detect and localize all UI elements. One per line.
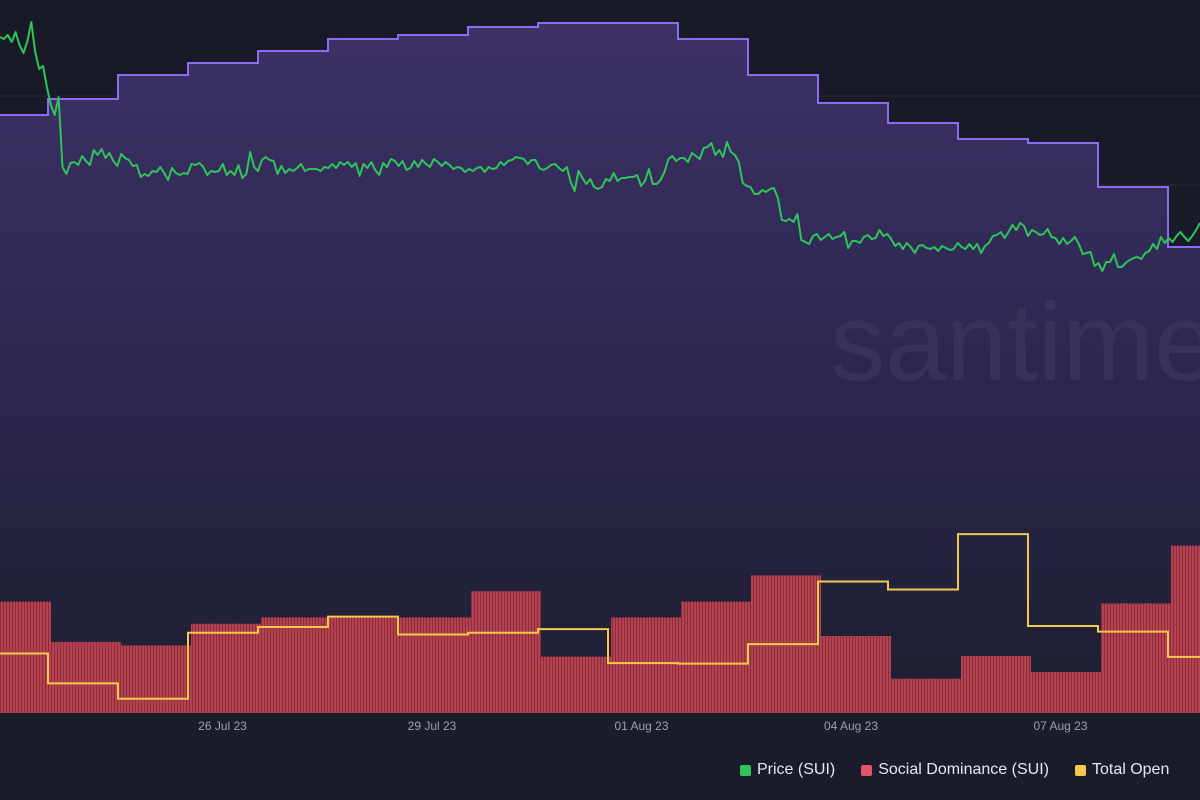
- legend-item-social-dominance[interactable]: Social Dominance (SUI): [861, 761, 1049, 779]
- legend-label-open-interest: Total Open: [1091, 761, 1170, 778]
- social-dominance-bar: [1031, 672, 1101, 713]
- legend-swatch-social-dominance: [861, 764, 873, 776]
- price-line: [0, 21, 1200, 272]
- social-dominance-bar: [961, 655, 1031, 713]
- social-dominance-bars: [0, 545, 1200, 713]
- social-dominance-bar: [1101, 603, 1171, 713]
- x-axis-ticks: 26 Jul 23 29 Jul 23 01 Aug 23 04 Aug 23 07 A…: [198, 719, 1088, 733]
- x-tick-label: 01 Aug 23: [614, 719, 668, 733]
- chart-area: santiment 26 Jul 23 29 Jul 23 01 Aug 23 04 …: [0, 0, 1200, 760]
- social-dominance-bar: [611, 617, 681, 713]
- legend-swatch-open-interest: [1074, 764, 1086, 776]
- social-dominance-bar: [541, 656, 611, 713]
- legend-label-price: Price (SUI): [757, 761, 836, 778]
- x-tick-label: 26 Jul 23: [198, 719, 247, 733]
- social-dominance-bar: [51, 641, 121, 713]
- santiment-watermark: santiment: [830, 281, 1200, 404]
- legend-swatch-price: [740, 764, 751, 776]
- open-interest-area-line: [0, 22, 1200, 248]
- open-interest-area: [0, 23, 1200, 713]
- social-dominance-bar: [821, 636, 891, 713]
- social-dominance-bar: [1171, 545, 1200, 713]
- social-dominance-bar: [331, 617, 401, 713]
- x-tick-label: 04 Aug 23: [824, 719, 878, 733]
- social-dominance-bar: [471, 591, 541, 713]
- social-dominance-bar: [681, 601, 751, 713]
- social-dominance-bar: [0, 601, 51, 713]
- x-tick-label: 07 Aug 23: [1033, 719, 1087, 733]
- legend: Price (SUI) Social Dominance (SUI) Total…: [740, 759, 1200, 781]
- legend-item-open-interest[interactable]: Total Open: [1074, 761, 1170, 779]
- social-dominance-bar: [891, 678, 961, 713]
- social-dominance-bar: [401, 617, 471, 713]
- legend-label-social-dominance: Social Dominance (SUI): [878, 761, 1049, 778]
- social-dominance-bar: [121, 645, 191, 713]
- x-tick-label: 29 Jul 23: [408, 719, 457, 733]
- social-dominance-bar: [191, 623, 261, 713]
- open-interest-line: [0, 533, 1200, 700]
- legend-item-price[interactable]: Price (SUI): [740, 761, 835, 779]
- social-dominance-bar: [261, 617, 331, 713]
